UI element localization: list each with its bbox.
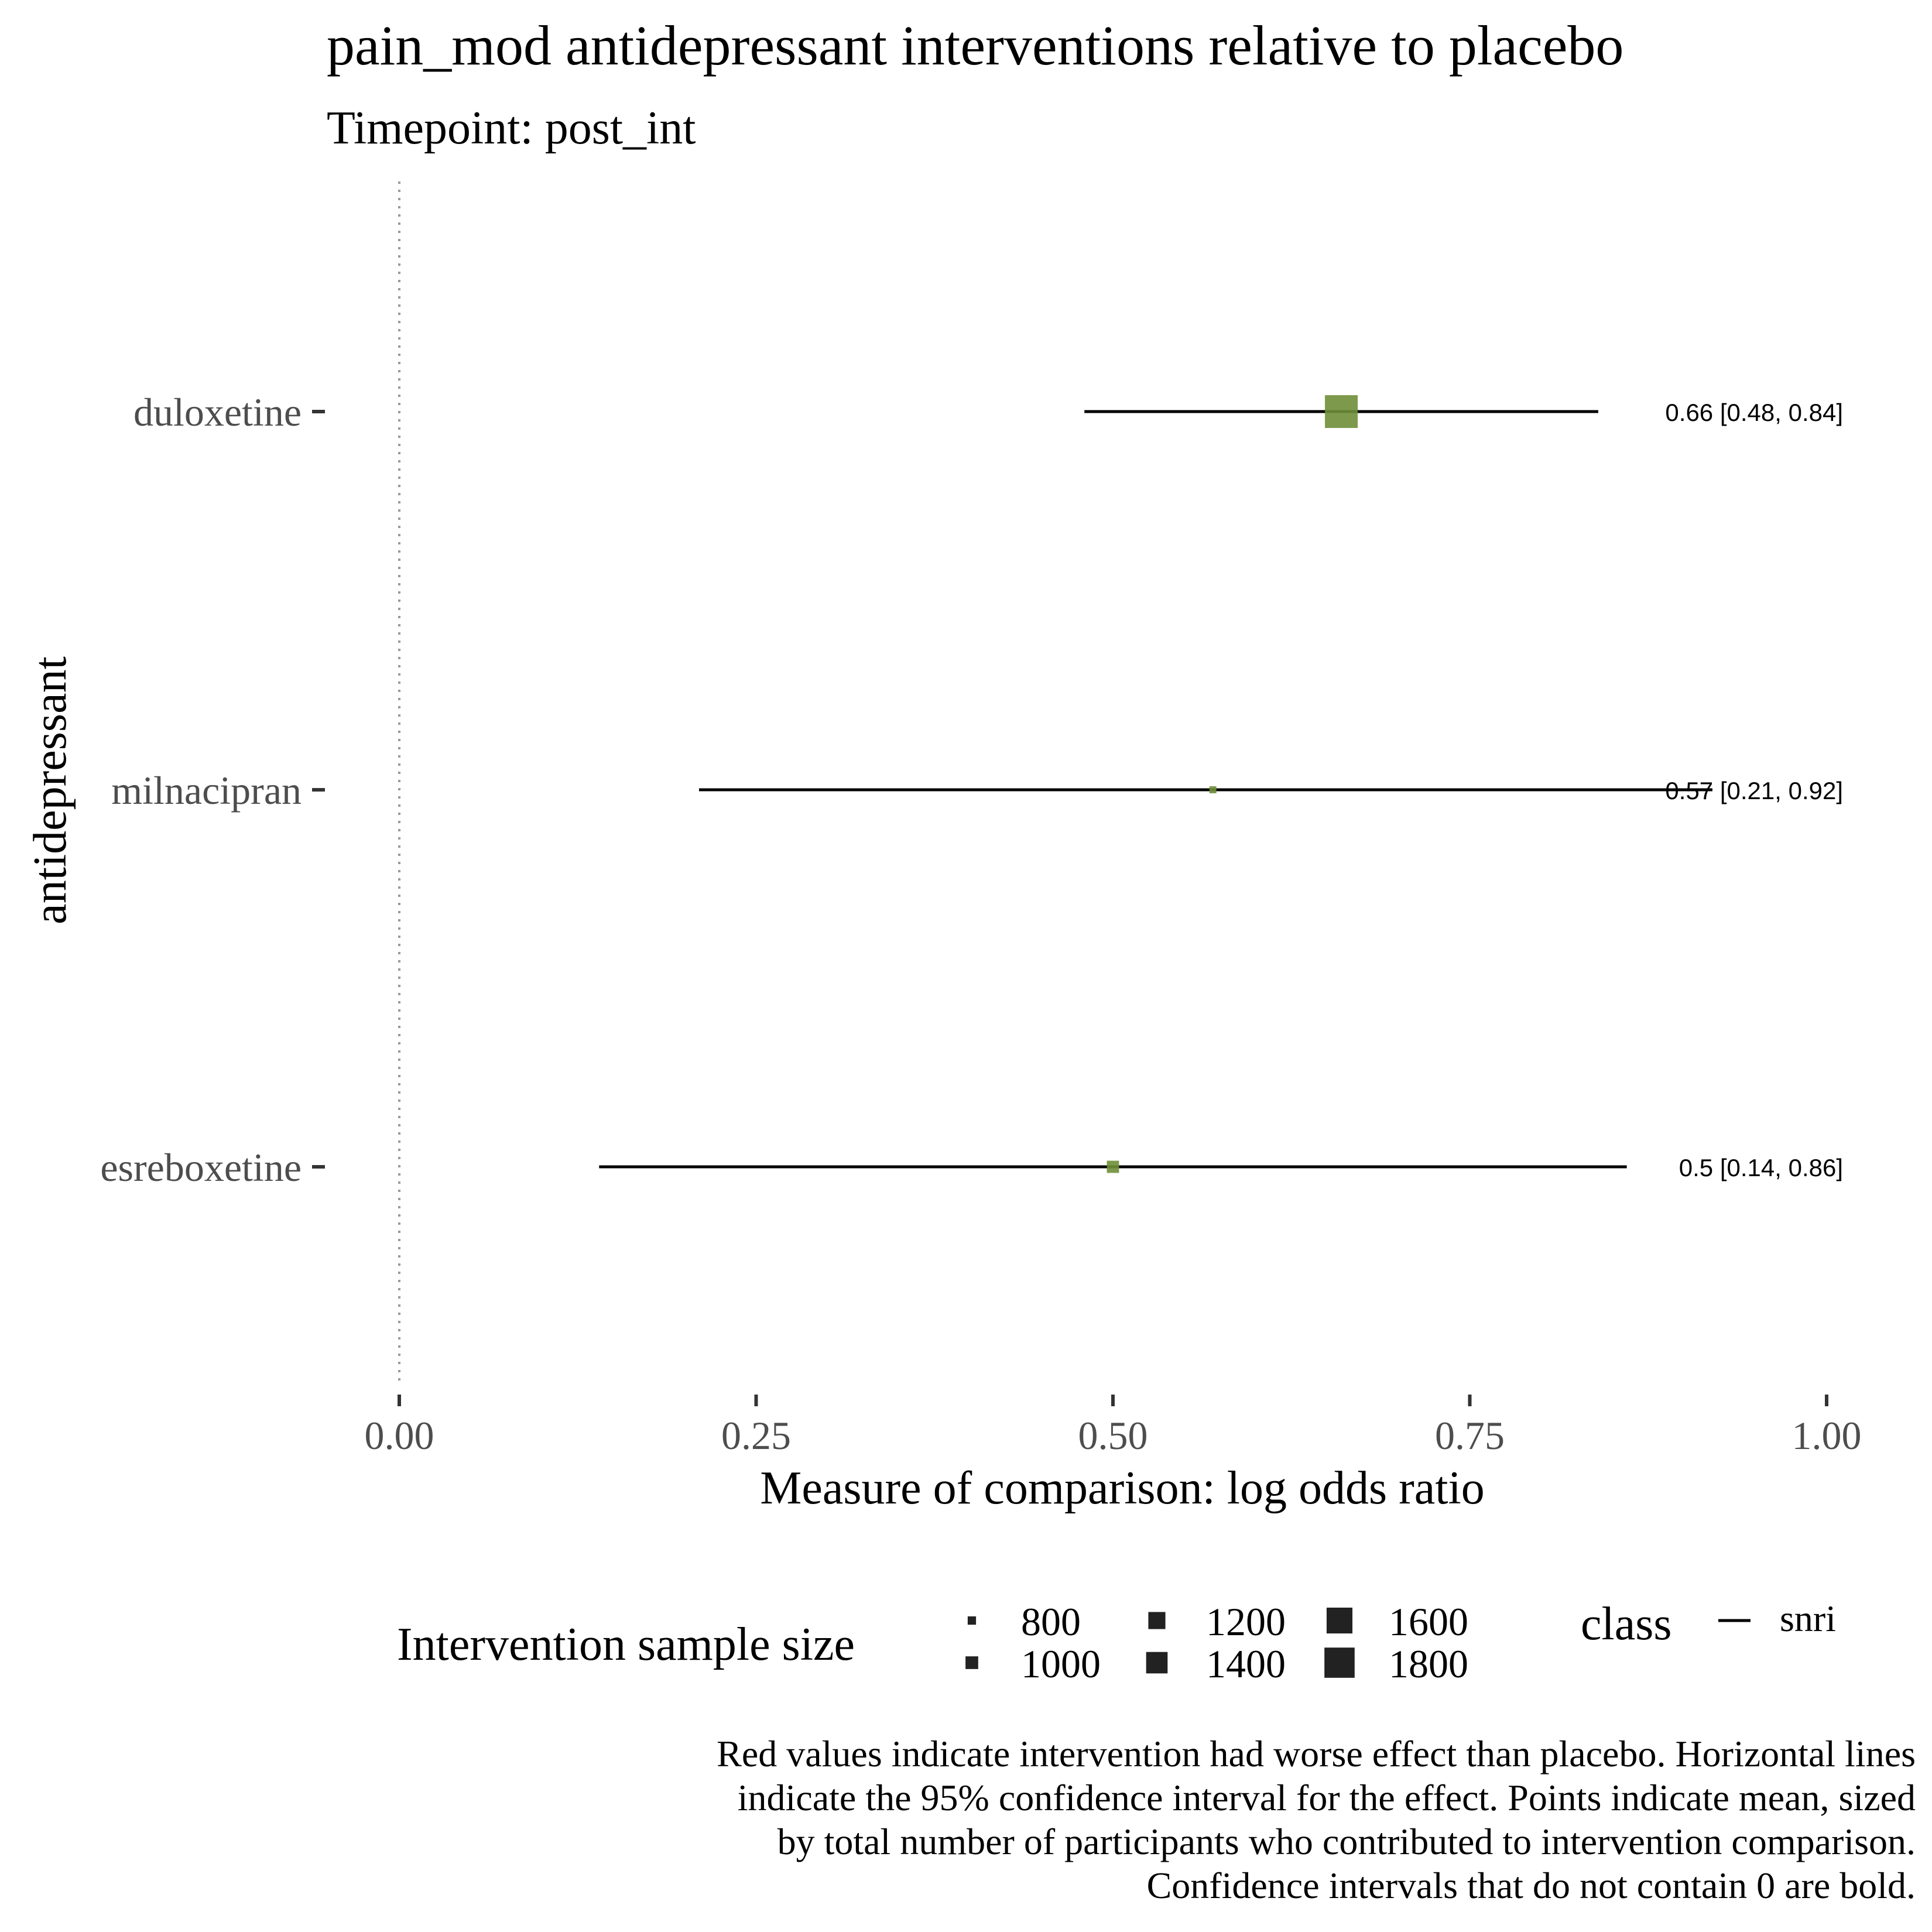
- y-tick-label-milnacipran: milnacipran: [111, 768, 302, 813]
- y-axis-title: antidepressant: [25, 656, 76, 924]
- legend-size-key-1800: [1324, 1647, 1355, 1678]
- x-tick-label-1.00: 1.00: [1792, 1413, 1862, 1458]
- legend-size-label-1800: 1800: [1389, 1642, 1468, 1686]
- point-duloxetine: [1325, 395, 1358, 428]
- legend-size-key-1600: [1326, 1607, 1353, 1634]
- caption: Red values indicate intervention had wor…: [717, 1733, 1916, 1906]
- value-label-duloxetine: 0.66 [0.48, 0.84]: [1665, 399, 1843, 426]
- x-tick-label-0.50: 0.50: [1078, 1413, 1148, 1458]
- x-tick-label-0.75: 0.75: [1435, 1413, 1505, 1458]
- legend-size-title: Intervention sample size: [397, 1619, 855, 1670]
- x-tick-label-0.25: 0.25: [721, 1413, 791, 1458]
- legend-size-key-1400: [1146, 1652, 1168, 1674]
- plot-marks: 0.66 [0.48, 0.84] 0.57 [0.21, 0.92] 0.5 [0…: [599, 395, 1843, 1181]
- legend-size-key-1000: [965, 1656, 978, 1669]
- point-esreboxetine: [1107, 1160, 1119, 1173]
- legend-size-key-800: [967, 1616, 977, 1625]
- caption-line-3: by total number of participants who cont…: [777, 1821, 1916, 1862]
- caption-line-2: indicate the 95% confidence interval for…: [738, 1777, 1916, 1818]
- y-tick-label-duloxetine: duloxetine: [133, 390, 302, 434]
- x-tick-label-0.00: 0.00: [365, 1413, 434, 1458]
- legend-size-label-1200: 1200: [1206, 1599, 1286, 1644]
- caption-line-1: Red values indicate intervention had wor…: [717, 1733, 1916, 1775]
- legend-size-label-1600: 1600: [1389, 1599, 1468, 1644]
- x-axis-title: Measure of comparison: log odds ratio: [760, 1462, 1485, 1514]
- legend-size-label-1400: 1400: [1206, 1642, 1286, 1686]
- chart-title: pain_mod antidepressant interventions re…: [327, 14, 1623, 77]
- chart-subtitle: Timepoint: post_int: [327, 102, 696, 154]
- y-axis: duloxetine milnacipran esreboxetine: [100, 390, 325, 1190]
- value-label-esreboxetine: 0.5 [0.14, 0.86]: [1679, 1154, 1843, 1181]
- value-label-milnacipran: 0.57 [0.21, 0.92]: [1665, 777, 1843, 804]
- legend-class-label: snri: [1780, 1598, 1836, 1639]
- caption-line-4: Confidence intervals that do not contain…: [1147, 1865, 1916, 1906]
- legend-size-label-1000: 1000: [1021, 1642, 1101, 1686]
- y-tick-label-esreboxetine: esreboxetine: [100, 1145, 302, 1190]
- legend-class-title: class: [1581, 1598, 1672, 1650]
- legend-size-label-800: 800: [1021, 1599, 1081, 1644]
- point-milnacipran: [1209, 786, 1217, 793]
- legend-size-key-1200: [1148, 1612, 1166, 1629]
- x-axis: 0.00 0.25 0.50 0.75 1.00: [365, 1395, 1862, 1458]
